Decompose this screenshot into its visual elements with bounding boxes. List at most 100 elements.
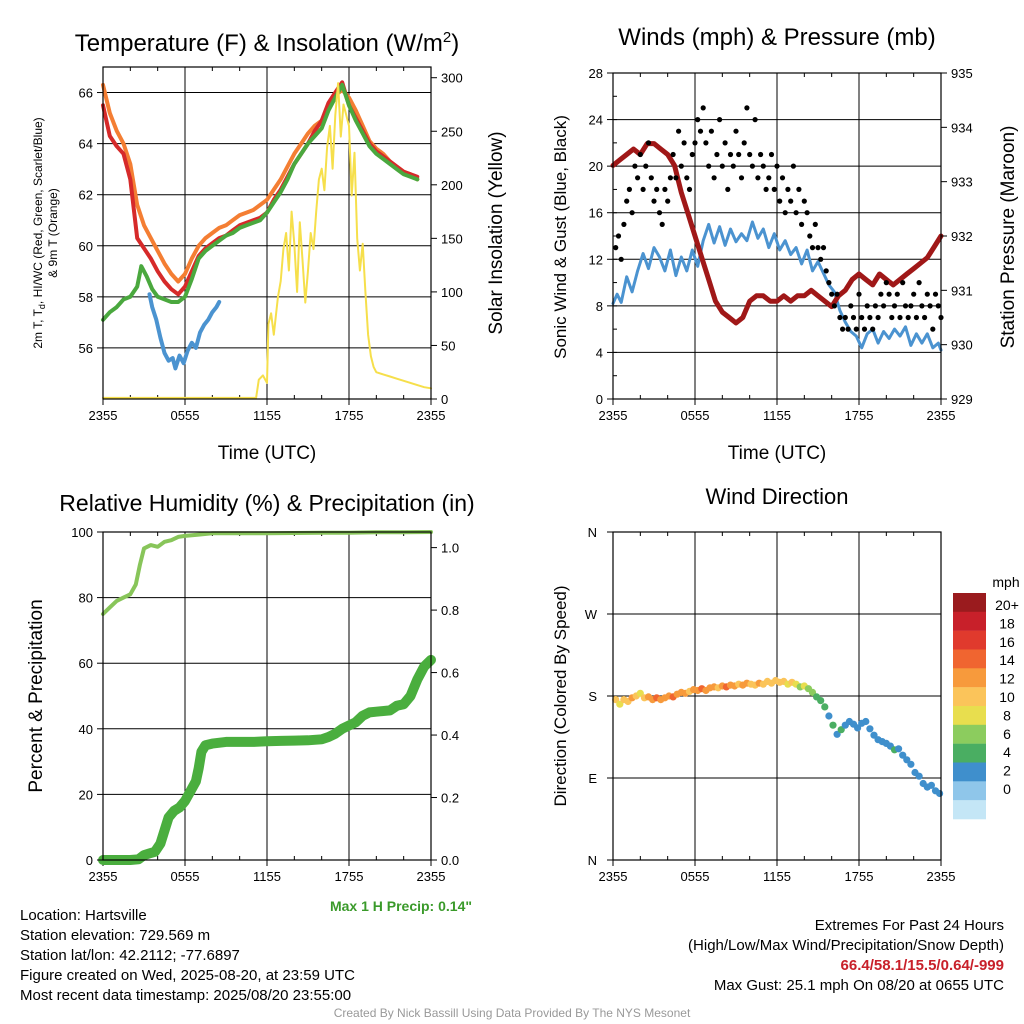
winds-gust-point — [719, 163, 725, 169]
colorbar-swatch — [953, 781, 986, 801]
winds-gust-point — [714, 151, 720, 158]
winds-y2-tick-label: 935 — [951, 66, 973, 81]
winds-gust-point — [927, 303, 933, 309]
winds-y2-tick-label: 930 — [951, 338, 973, 353]
winds-y-tick-label: 12 — [589, 252, 603, 267]
winds-y-tick-label: 4 — [596, 345, 603, 360]
winds-gust-point — [913, 314, 920, 321]
winds-x-tick-label: 1755 — [845, 408, 874, 423]
location-text: Location: Hartsville — [20, 907, 147, 924]
winds-gust-point — [673, 175, 679, 181]
winds-gust-point — [635, 175, 641, 181]
winds-gust-point — [615, 233, 622, 239]
winds-gust-point — [777, 198, 783, 204]
winds-y2-tick-label: 929 — [951, 392, 973, 407]
winds-x-axis-label: Time (UTC) — [728, 443, 827, 464]
winds-gust-point — [809, 245, 816, 251]
rh-plot-border — [102, 531, 432, 861]
rh-x-tick-label: 2355 — [417, 869, 446, 884]
winds-gust-point — [916, 280, 922, 286]
winds-gust-point — [670, 151, 676, 158]
winds-gust-point — [818, 256, 824, 262]
winds-gust-point — [815, 245, 821, 251]
direction-point — [907, 760, 915, 768]
colorbar-unit: mph — [992, 574, 1019, 590]
direction-point — [833, 730, 841, 738]
winds-gust-point — [626, 186, 633, 192]
max-precip-annotation: Max 1 H Precip: 0.14" — [330, 898, 472, 914]
colorbar-swatch — [953, 762, 986, 782]
colorbar-label: 16 — [999, 634, 1015, 650]
temp-x-tick-label: 1155 — [253, 408, 281, 423]
direction-point — [899, 751, 907, 759]
direction-point — [616, 700, 624, 708]
winds-gust-point — [684, 175, 690, 181]
winds-gust-point — [840, 326, 846, 332]
temp-y2-tick-label: 150 — [441, 231, 463, 246]
winds-gust-point — [667, 175, 674, 181]
winds-gust-point — [676, 128, 682, 134]
winds-y-tick-label: 8 — [596, 299, 603, 314]
colorbar-swatch — [953, 649, 986, 669]
winds-gust-point — [872, 303, 879, 309]
temp-title: Temperature (F) & Insolation (W/m2) — [75, 29, 459, 57]
colorbar-swatch — [953, 724, 986, 744]
winds-gust-point — [708, 128, 715, 134]
extremes-title: Extremes For Past 24 Hours — [814, 917, 1004, 934]
direction-y-tick-label: S — [588, 689, 597, 704]
winds-gust-point — [889, 314, 895, 321]
winds-gust-point — [686, 186, 693, 192]
winds-gust-point — [820, 245, 827, 251]
winds-gust-point — [878, 291, 884, 297]
winds-gust-point — [826, 280, 832, 286]
created-text: Figure created on Wed, 2025-08-20, at 23… — [20, 967, 355, 984]
temp-y2-tick-label: 200 — [441, 178, 463, 193]
winds-gust-point — [790, 163, 797, 169]
winds-gust-point — [834, 291, 840, 297]
winds-gust-point — [624, 198, 630, 204]
elevation-text: Station elevation: 729.569 m — [20, 927, 211, 944]
winds-gust-point — [766, 175, 772, 181]
winds-gust-point — [796, 186, 802, 192]
winds-gust-point — [886, 291, 892, 297]
winds-gust-point — [711, 175, 717, 181]
winds-gust-point — [637, 151, 643, 158]
winds-gust-point — [799, 221, 805, 227]
winds-gust-point — [829, 291, 835, 297]
rh-x-tick-label: 1155 — [253, 869, 281, 884]
winds-x-tick-label: 2355 — [599, 408, 628, 423]
winds-gust-point — [700, 105, 706, 111]
winds-series-maroon — [610, 141, 944, 326]
direction-x-tick-label: 1155 — [763, 869, 791, 884]
extremes-values: 66.4/58.1/15.5/0.64/-999 — [840, 957, 1004, 974]
winds-gust-point — [919, 303, 925, 309]
winds-gust-point — [763, 186, 769, 192]
winds-chart: 2355 0555 1155 1755 235504812162024289299309… — [551, 24, 1019, 464]
winds-gust-point — [744, 105, 750, 111]
temp-y2-tick-label: 300 — [441, 71, 463, 86]
direction-point — [862, 717, 870, 726]
rh-y-tick-label: 100 — [71, 525, 93, 540]
temp-y-tick-label: 56 — [79, 341, 93, 356]
winds-gust-point — [722, 140, 728, 146]
colorbar-label: 14 — [999, 652, 1015, 668]
winds-y-axis-label: Sonic Wind & Gust (Blue, Black) — [551, 115, 570, 359]
rh-y2-tick-label: 0.6 — [441, 666, 459, 681]
winds-gust-point — [689, 151, 695, 158]
winds-gust-point — [706, 163, 712, 169]
rh-y2-tick-label: 0.2 — [441, 791, 459, 806]
winds-gust-point — [853, 326, 859, 332]
winds-gust-point — [902, 303, 909, 309]
recent-data-text: Most recent data timestamp: 2025/08/20 2… — [20, 987, 352, 1004]
winds-gust-point — [911, 291, 917, 297]
winds-gust-point — [905, 314, 911, 321]
winds-gust-point — [749, 163, 756, 169]
speed-colorbar: mph 20+ 18 16 14 12 10 8 6 4 2 0 — [953, 574, 1020, 820]
winds-gust-point — [900, 280, 906, 286]
winds-gust-point — [758, 151, 764, 158]
rh-y-tick-label: 60 — [79, 656, 93, 671]
direction-point — [829, 721, 837, 729]
temp-x-tick-label: 1755 — [335, 408, 364, 423]
rh-y-tick-label: 20 — [79, 787, 93, 802]
